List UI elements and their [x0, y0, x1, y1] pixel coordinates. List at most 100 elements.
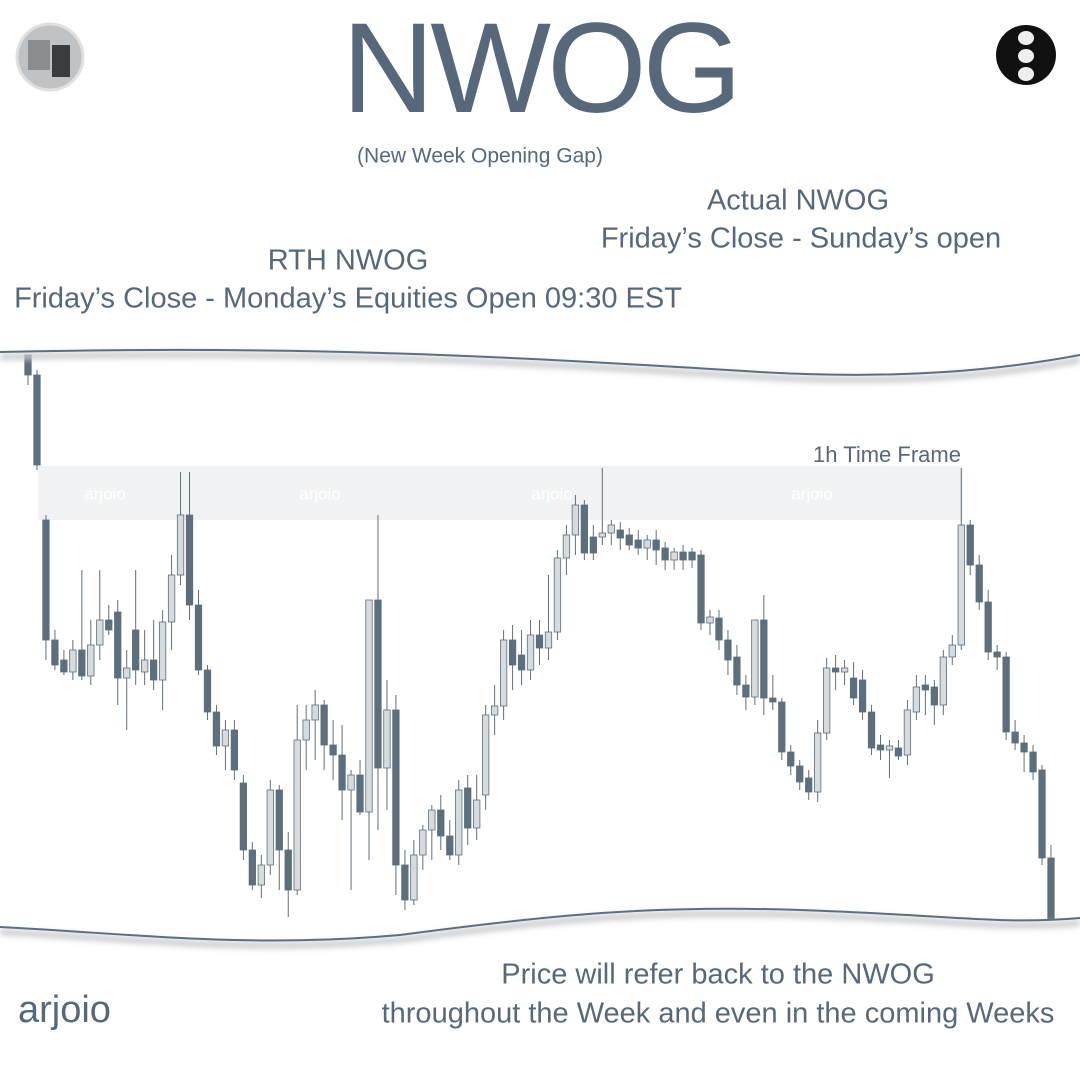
- candle-body: [706, 616, 714, 624]
- footer-text: Price will refer back to the NWOG: [501, 959, 935, 991]
- candle-body: [715, 617, 723, 641]
- nwog-zone: [38, 466, 963, 520]
- candle-body: [966, 524, 974, 566]
- chart-layer: arjoio arjoio arjoio arjoio 1h Time Frame: [24, 354, 1055, 921]
- candle-body: [787, 751, 795, 767]
- candle-body: [778, 701, 786, 753]
- candle-body: [1029, 751, 1037, 773]
- candle-body: [724, 639, 732, 661]
- annotation-title: RTH NWOG: [268, 245, 429, 277]
- candle-body: [867, 711, 876, 749]
- candle-body: [562, 534, 571, 559]
- bottom-wave: [0, 907, 1080, 942]
- candle-body: [885, 745, 894, 751]
- candle-body: [975, 564, 983, 603]
- candle-body: [365, 599, 373, 813]
- top-wave: [0, 348, 1080, 376]
- candle-body: [598, 532, 606, 538]
- candle-body: [320, 704, 328, 746]
- candle-body: [544, 631, 553, 649]
- candle-body: [751, 619, 759, 698]
- candle-body: [832, 667, 840, 673]
- candle-body: [96, 619, 104, 646]
- candle-body: [652, 539, 660, 551]
- candle-body: [338, 754, 346, 791]
- candle-body: [553, 557, 562, 633]
- candle-body: [221, 729, 230, 747]
- candle-body: [535, 634, 544, 649]
- candle-body: [769, 697, 777, 703]
- logo: [996, 25, 1056, 85]
- candle-body: [203, 669, 212, 713]
- candle-body: [455, 789, 463, 856]
- candle-body: [383, 709, 391, 769]
- candle-body: [239, 782, 247, 851]
- candle-body: [858, 679, 867, 713]
- candle-body: [625, 534, 633, 546]
- candle-body: [132, 629, 140, 671]
- candle-body: [167, 574, 176, 623]
- candle-body: [392, 709, 400, 866]
- candle-body: [141, 659, 149, 673]
- candle-body: [347, 774, 355, 791]
- watermark: arjoio: [531, 484, 573, 503]
- candle-body: [760, 619, 768, 699]
- candle-body: [670, 551, 678, 561]
- candle-body: [840, 667, 849, 673]
- watermark: arjoio: [299, 484, 341, 503]
- timeframe-label: 1h Time Frame: [813, 442, 961, 467]
- candle-body: [1020, 742, 1028, 753]
- wave-shadow: [0, 351, 1080, 383]
- candle-body: [158, 621, 167, 681]
- candle-body: [69, 649, 77, 673]
- candle-body: [894, 747, 903, 757]
- candle-body: [176, 514, 185, 576]
- candle-body: [356, 774, 364, 813]
- candle-body: [1038, 769, 1046, 859]
- candle-body: [733, 656, 741, 686]
- candle-body: [212, 711, 221, 747]
- candle-body: [912, 686, 921, 713]
- candle-body: [517, 654, 526, 671]
- candle-body: [643, 539, 651, 549]
- candle-body: [194, 604, 203, 671]
- candle-body: [60, 659, 68, 673]
- candle-body: [428, 809, 436, 831]
- candle-body: [293, 739, 301, 891]
- candle-body: [446, 835, 454, 856]
- candle-body: [957, 524, 965, 646]
- avatar: [15, 22, 85, 92]
- candle-body: [805, 777, 813, 793]
- candle-body: [849, 677, 858, 699]
- candle-body: [580, 504, 588, 554]
- brand: arjoio: [18, 989, 111, 1031]
- candle-body: [266, 789, 274, 866]
- candle-body: [796, 765, 804, 783]
- wave-shadow: [0, 910, 1080, 949]
- candle-body: [948, 644, 956, 658]
- candle-body: [939, 656, 947, 706]
- candle-body: [814, 732, 822, 793]
- candle-body: [661, 547, 669, 561]
- candle-body: [230, 729, 239, 771]
- candle-body: [257, 864, 265, 886]
- footer-text: throughout the Week and even in the comi…: [382, 998, 1055, 1030]
- candle-body: [876, 744, 885, 751]
- candle-body: [903, 709, 912, 756]
- candle-body: [284, 849, 292, 891]
- candle-body: [984, 601, 992, 653]
- candle-body: [499, 639, 508, 707]
- annotation-text: Friday’s Close - Monday’s Equities Open …: [14, 283, 682, 315]
- candle-body: [930, 686, 938, 706]
- watermark: arjoio: [84, 484, 126, 503]
- title: NWOG: [342, 0, 738, 140]
- candle-body: [105, 619, 113, 631]
- candle-body: [123, 667, 131, 679]
- candle-body: [410, 854, 418, 901]
- candle-body: [1011, 731, 1019, 744]
- candle-body: [248, 849, 256, 886]
- candle-body: [526, 634, 535, 671]
- candle-body: [1047, 857, 1055, 921]
- candle-body: [311, 704, 319, 721]
